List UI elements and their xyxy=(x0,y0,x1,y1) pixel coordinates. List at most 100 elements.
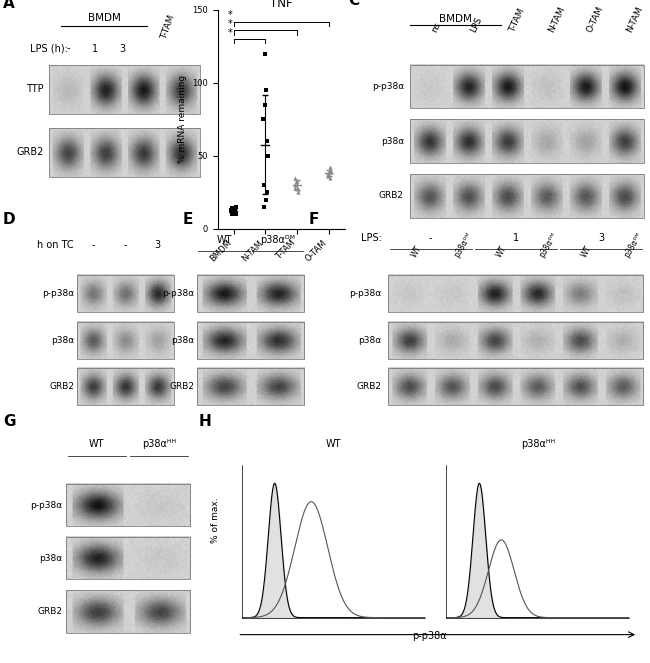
Text: p-p38α: p-p38α xyxy=(411,631,447,641)
Text: E: E xyxy=(183,212,193,227)
Point xyxy=(260,48,270,59)
Text: p-p38α: p-p38α xyxy=(30,501,62,510)
Bar xyxy=(198,368,304,405)
Text: *: * xyxy=(227,28,232,38)
Text: p38α: p38α xyxy=(51,335,74,345)
Point xyxy=(261,187,272,198)
Text: p38αᴰᴹ: p38αᴰᴹ xyxy=(537,231,558,259)
Text: p38α: p38α xyxy=(358,335,382,345)
Text: 3: 3 xyxy=(155,241,161,251)
Point xyxy=(290,172,300,183)
Text: -: - xyxy=(124,241,127,251)
Title: TNF: TNF xyxy=(270,0,292,10)
Text: WT: WT xyxy=(89,439,105,449)
Text: p38αᴴᴴ: p38αᴴᴴ xyxy=(142,439,176,449)
Text: WT: WT xyxy=(326,439,341,449)
Text: T-TAM: T-TAM xyxy=(508,7,526,33)
Text: LPS:: LPS: xyxy=(361,233,382,243)
Point xyxy=(324,165,335,176)
Text: GRB2: GRB2 xyxy=(49,382,74,391)
Text: GRB2: GRB2 xyxy=(357,382,382,391)
Y-axis label: % mRNA remaining: % mRNA remaining xyxy=(177,76,187,163)
Bar xyxy=(410,119,644,163)
Text: % of max.: % of max. xyxy=(211,497,220,543)
Text: C: C xyxy=(348,0,359,8)
Text: -: - xyxy=(429,233,432,243)
Point xyxy=(322,168,333,178)
Point xyxy=(227,204,237,215)
Text: p38α: p38α xyxy=(381,137,404,146)
Text: p38αᴰᴹ: p38αᴰᴹ xyxy=(260,235,295,245)
Text: p-p38α: p-p38α xyxy=(349,289,382,298)
Point xyxy=(324,162,335,173)
Text: LPS (h):: LPS (h): xyxy=(30,44,68,54)
Text: p-p38α: p-p38α xyxy=(42,289,74,298)
Point xyxy=(229,206,240,217)
Text: LPS: LPS xyxy=(468,15,484,33)
Text: WT: WT xyxy=(495,244,508,259)
Text: WT: WT xyxy=(410,244,423,259)
Text: p-p38α: p-p38α xyxy=(162,289,195,298)
Text: O-TAM: O-TAM xyxy=(586,4,605,33)
Text: -: - xyxy=(66,44,70,54)
Text: 1: 1 xyxy=(513,233,519,243)
Text: H: H xyxy=(198,414,211,429)
Point xyxy=(261,85,271,95)
Point xyxy=(261,194,271,205)
Text: p38αᴰᴹ: p38αᴰᴹ xyxy=(452,231,473,259)
Text: p38α: p38α xyxy=(39,554,62,563)
Text: N-TAM: N-TAM xyxy=(624,5,644,33)
Text: N-TAM: N-TAM xyxy=(546,5,566,33)
Point xyxy=(231,202,241,212)
Point xyxy=(322,171,333,182)
Bar xyxy=(198,275,304,312)
Text: h on TC: h on TC xyxy=(38,241,74,251)
Text: G: G xyxy=(3,414,16,429)
Point xyxy=(259,202,269,212)
Point xyxy=(229,208,239,218)
Point xyxy=(325,172,335,183)
Bar xyxy=(410,64,644,108)
Bar xyxy=(388,275,644,312)
Bar xyxy=(388,322,644,359)
Text: p-p38α: p-p38α xyxy=(372,82,404,91)
Point xyxy=(258,180,268,190)
Text: GRB2: GRB2 xyxy=(379,192,404,200)
Text: 1: 1 xyxy=(92,44,98,54)
Text: WT: WT xyxy=(580,244,593,259)
Text: BMDM: BMDM xyxy=(439,15,472,25)
Point xyxy=(289,180,300,190)
Point xyxy=(257,114,268,125)
Text: 3: 3 xyxy=(598,233,604,243)
Text: A: A xyxy=(3,0,14,11)
Text: D: D xyxy=(3,212,16,227)
Point xyxy=(292,175,302,186)
Bar xyxy=(66,590,190,633)
Text: ns: ns xyxy=(430,21,442,33)
Text: p38α: p38α xyxy=(172,335,195,345)
Bar xyxy=(66,484,190,526)
Text: TTP: TTP xyxy=(26,84,44,94)
Text: *: * xyxy=(227,19,232,29)
Point xyxy=(226,204,237,215)
Point xyxy=(231,209,241,219)
Point xyxy=(326,166,336,177)
Text: p38αᴰᴹ: p38αᴰᴹ xyxy=(622,231,644,259)
Bar xyxy=(388,368,644,405)
Point xyxy=(290,182,300,193)
Text: -: - xyxy=(92,241,96,251)
Point xyxy=(260,99,270,110)
Point xyxy=(231,208,241,218)
Point xyxy=(226,206,237,217)
Point xyxy=(227,203,238,213)
Point xyxy=(263,151,273,161)
Bar xyxy=(66,537,190,579)
Bar xyxy=(49,65,200,113)
Bar xyxy=(77,368,174,405)
Bar xyxy=(77,322,174,359)
Bar xyxy=(410,174,644,217)
Text: GRB2: GRB2 xyxy=(170,382,195,391)
Point xyxy=(322,170,333,180)
Text: B: B xyxy=(167,0,179,1)
Text: F: F xyxy=(309,212,319,227)
